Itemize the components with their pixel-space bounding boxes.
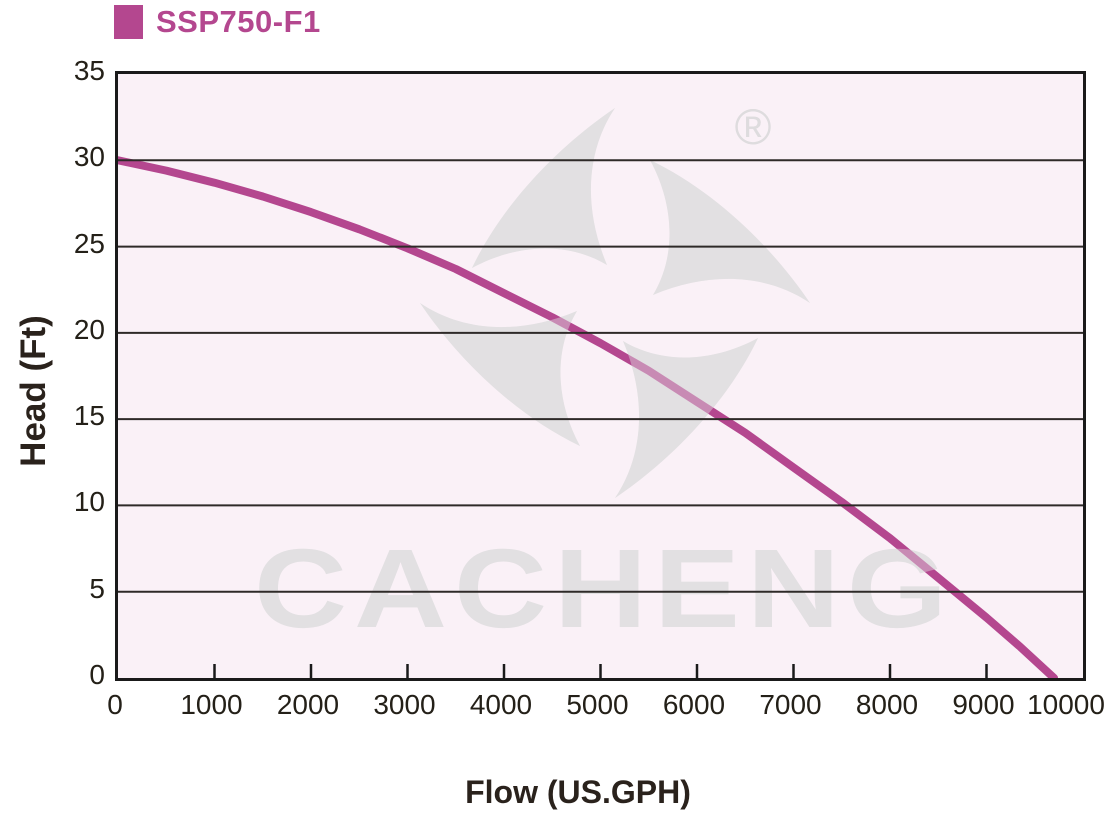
y-tick-label: 5 — [89, 572, 105, 604]
x-tick-label: 0 — [107, 689, 123, 720]
y-tick-label: 35 — [73, 55, 105, 86]
x-tick-label: 6000 — [662, 689, 726, 720]
x-tick-label: 2000 — [276, 689, 340, 720]
x-tick-label: 5000 — [566, 689, 629, 720]
y-tick-label: 20 — [73, 313, 105, 345]
plot-area: ® CACHENG — [115, 71, 1086, 681]
x-tick-label: 8000 — [855, 689, 919, 720]
x-axis-ticks — [213, 664, 988, 678]
legend-label: SSP750-F1 — [156, 4, 321, 39]
x-tick-label: 3000 — [373, 689, 436, 720]
y-tick-label: 30 — [73, 141, 105, 173]
y-tick-label: 10 — [73, 486, 105, 518]
watermark-overlay — [254, 99, 954, 651]
x-tick-label: 7000 — [759, 689, 822, 720]
y-tick-label: 25 — [73, 227, 105, 259]
x-tick-label: 4000 — [469, 689, 533, 720]
y-axis-title: Head (Ft) — [14, 315, 53, 467]
gridlines — [118, 159, 1083, 593]
x-tick-label: 9000 — [952, 689, 1015, 720]
x-tick-label: 1000 — [180, 689, 243, 720]
chart-canvas: ®CACHENG — [118, 99, 1083, 678]
legend: SSP750-F1 — [114, 4, 321, 40]
x-axis-title: Flow (US.GPH) — [465, 774, 691, 810]
x-tick-label: 10000 — [1027, 689, 1105, 720]
y-tick-label: 0 — [89, 659, 105, 690]
legend-swatch — [114, 5, 143, 39]
y-tick-label: 15 — [73, 400, 105, 432]
